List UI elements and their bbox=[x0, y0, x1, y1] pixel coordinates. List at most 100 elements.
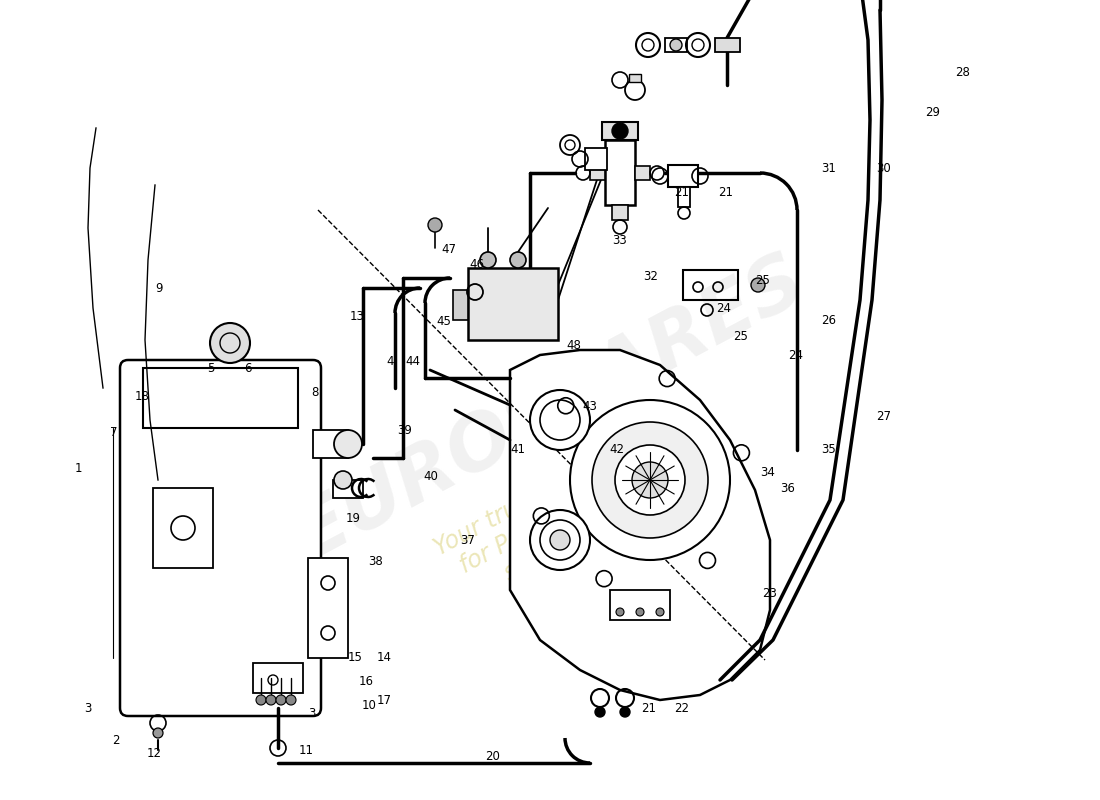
Text: 17: 17 bbox=[376, 694, 392, 706]
Bar bbox=[610, 590, 670, 620]
Text: Your trusted source
for Porsche parts
since 1985: Your trusted source for Porsche parts si… bbox=[430, 431, 670, 609]
Text: 43: 43 bbox=[582, 400, 597, 413]
Circle shape bbox=[632, 462, 668, 498]
Circle shape bbox=[480, 252, 496, 268]
Text: 39: 39 bbox=[397, 424, 412, 437]
Text: 45: 45 bbox=[436, 315, 451, 328]
Text: 40: 40 bbox=[422, 470, 438, 482]
Bar bbox=[143, 368, 298, 428]
Circle shape bbox=[592, 422, 708, 538]
Circle shape bbox=[210, 323, 250, 363]
Text: 24: 24 bbox=[716, 302, 732, 314]
Text: 8: 8 bbox=[311, 386, 319, 398]
Text: 35: 35 bbox=[822, 443, 836, 456]
Text: 21: 21 bbox=[718, 186, 734, 198]
Text: 2: 2 bbox=[112, 734, 119, 746]
Bar bbox=[468, 268, 558, 340]
Circle shape bbox=[530, 390, 590, 450]
Text: 29: 29 bbox=[925, 106, 940, 118]
Text: 16: 16 bbox=[359, 675, 374, 688]
Text: EUROSPARES: EUROSPARES bbox=[283, 244, 817, 576]
Polygon shape bbox=[510, 350, 770, 700]
Text: 34: 34 bbox=[760, 466, 775, 478]
Circle shape bbox=[615, 445, 685, 515]
Circle shape bbox=[550, 530, 570, 550]
Circle shape bbox=[616, 608, 624, 616]
Bar bbox=[453, 290, 468, 320]
Text: 44: 44 bbox=[405, 355, 420, 368]
Text: 18: 18 bbox=[134, 390, 150, 402]
Text: 28: 28 bbox=[955, 66, 970, 78]
Text: 37: 37 bbox=[460, 534, 475, 546]
Circle shape bbox=[153, 728, 163, 738]
Text: 33: 33 bbox=[613, 234, 627, 246]
Circle shape bbox=[612, 123, 628, 139]
FancyBboxPatch shape bbox=[120, 360, 321, 716]
Bar bbox=[590, 166, 605, 180]
Text: 31: 31 bbox=[821, 162, 836, 174]
Circle shape bbox=[276, 695, 286, 705]
Text: 36: 36 bbox=[780, 482, 795, 494]
Bar bbox=[153, 488, 213, 568]
Text: 42: 42 bbox=[609, 443, 625, 456]
Circle shape bbox=[670, 39, 682, 51]
Text: 6: 6 bbox=[244, 362, 252, 374]
Circle shape bbox=[286, 695, 296, 705]
Circle shape bbox=[266, 695, 276, 705]
Text: 21: 21 bbox=[674, 186, 690, 198]
Circle shape bbox=[530, 510, 590, 570]
Text: 27: 27 bbox=[876, 410, 891, 422]
Text: 12: 12 bbox=[146, 747, 162, 760]
Circle shape bbox=[620, 707, 630, 717]
Bar bbox=[602, 122, 638, 140]
Text: 3: 3 bbox=[308, 707, 316, 720]
Bar bbox=[333, 480, 363, 498]
Text: 24: 24 bbox=[788, 350, 803, 362]
Bar bbox=[666, 38, 688, 52]
Text: 21: 21 bbox=[641, 702, 657, 714]
Bar bbox=[715, 38, 740, 52]
Circle shape bbox=[334, 430, 362, 458]
Text: 23: 23 bbox=[762, 587, 778, 600]
Text: 41: 41 bbox=[510, 443, 526, 456]
Text: 38: 38 bbox=[368, 555, 383, 568]
Text: 14: 14 bbox=[376, 651, 392, 664]
Circle shape bbox=[428, 218, 442, 232]
Bar bbox=[314, 430, 348, 458]
Text: 1: 1 bbox=[75, 462, 82, 474]
Bar bbox=[678, 187, 690, 207]
Circle shape bbox=[510, 252, 526, 268]
Text: 19: 19 bbox=[345, 512, 361, 525]
Bar bbox=[605, 140, 635, 205]
Text: 20: 20 bbox=[485, 750, 501, 762]
Text: 4: 4 bbox=[386, 355, 394, 368]
Text: 9: 9 bbox=[156, 282, 163, 294]
Bar bbox=[308, 558, 348, 658]
Bar bbox=[629, 74, 641, 82]
Text: 22: 22 bbox=[674, 702, 690, 714]
Bar bbox=[585, 148, 607, 170]
Text: 7: 7 bbox=[110, 426, 118, 438]
Text: 30: 30 bbox=[877, 162, 891, 174]
Text: 32: 32 bbox=[642, 270, 658, 282]
Bar bbox=[612, 205, 628, 220]
Text: 47: 47 bbox=[441, 243, 456, 256]
Circle shape bbox=[751, 278, 764, 292]
Text: 46: 46 bbox=[469, 258, 484, 270]
Text: 15: 15 bbox=[348, 651, 363, 664]
Circle shape bbox=[656, 608, 664, 616]
Text: 5: 5 bbox=[207, 362, 215, 374]
Text: 3: 3 bbox=[84, 702, 91, 714]
Circle shape bbox=[636, 608, 644, 616]
Bar bbox=[683, 270, 738, 300]
Text: 13: 13 bbox=[350, 310, 365, 322]
Text: 25: 25 bbox=[755, 274, 770, 286]
Text: 10: 10 bbox=[361, 699, 376, 712]
Text: 25: 25 bbox=[733, 330, 748, 342]
Circle shape bbox=[256, 695, 266, 705]
Circle shape bbox=[334, 471, 352, 489]
Bar bbox=[253, 663, 302, 693]
Bar bbox=[635, 166, 650, 180]
Circle shape bbox=[570, 400, 730, 560]
Circle shape bbox=[595, 707, 605, 717]
